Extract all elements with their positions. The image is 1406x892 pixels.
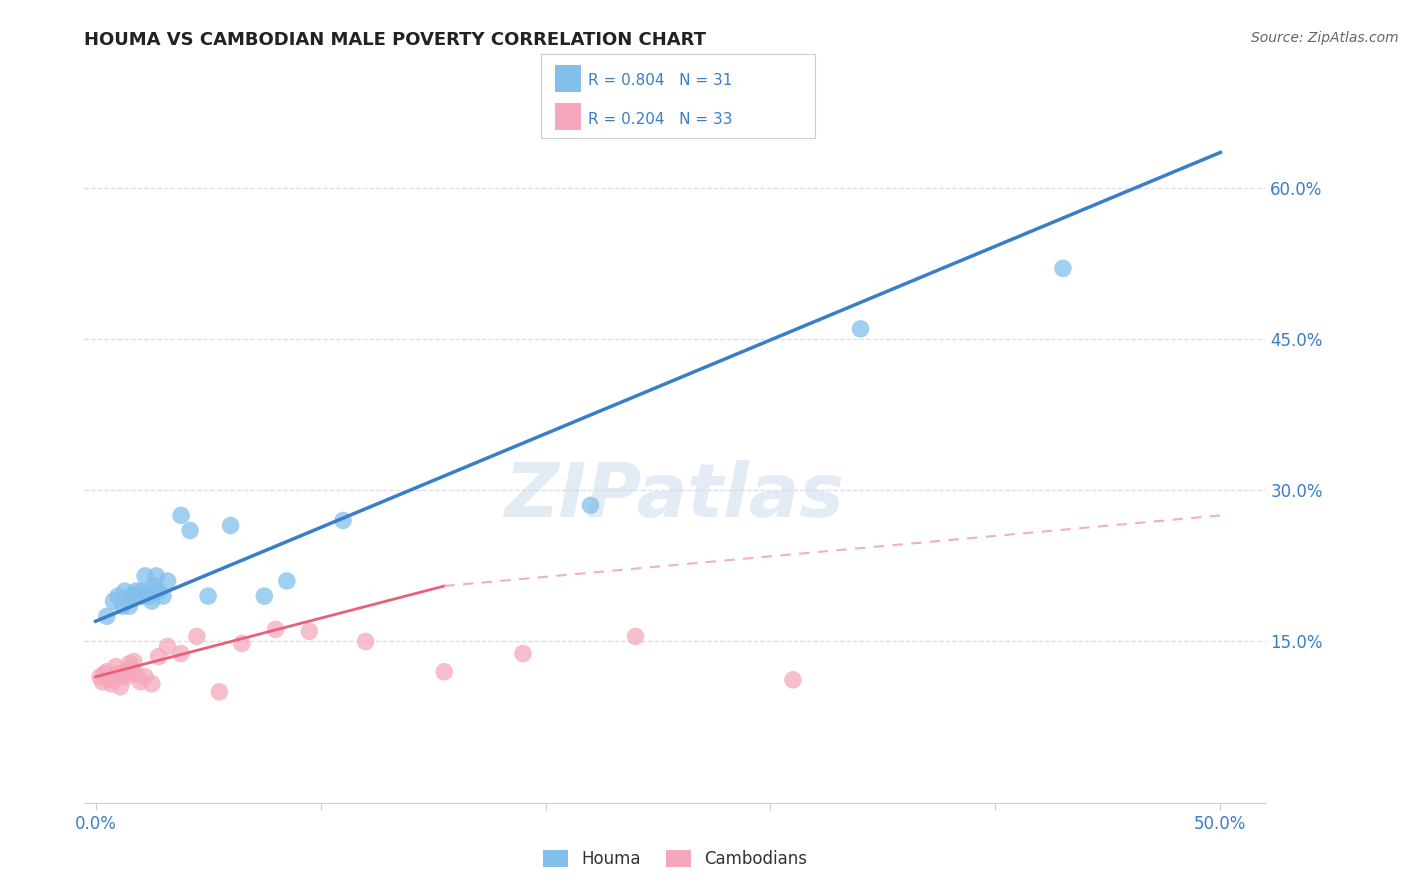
Point (122, 655, 145, 669)
Point (107, 589, 129, 603)
Point (138, 589, 160, 603)
Point (134, 569, 156, 583)
Point (111, 670, 134, 684)
Point (103, 594, 125, 608)
Point (148, 584, 170, 599)
Point (354, 634, 377, 648)
Point (121, 589, 143, 603)
Legend: Houma, Cambodians: Houma, Cambodians (536, 843, 814, 874)
Point (148, 649, 170, 664)
Point (125, 666, 148, 681)
Point (118, 657, 141, 671)
Point (134, 670, 156, 684)
Point (118, 599, 141, 614)
Point (122, 589, 145, 603)
Point (129, 674, 152, 689)
Point (115, 670, 138, 684)
Point (96, 609, 118, 624)
Point (298, 624, 321, 639)
Point (219, 518, 242, 533)
Point (136, 584, 159, 599)
Point (433, 665, 456, 679)
Point (264, 623, 287, 637)
Point (114, 584, 136, 599)
Point (145, 569, 167, 583)
Point (197, 589, 219, 603)
Point (170, 647, 193, 661)
Text: R = 0.204   N = 33: R = 0.204 N = 33 (588, 112, 733, 127)
Point (103, 670, 125, 684)
Text: ZIPatlas: ZIPatlas (505, 460, 845, 533)
Point (579, 499, 602, 513)
Point (96, 665, 118, 679)
Point (156, 640, 179, 654)
Point (132, 589, 155, 603)
Text: Source: ZipAtlas.com: Source: ZipAtlas.com (1251, 31, 1399, 45)
Text: HOUMA VS CAMBODIAN MALE POVERTY CORRELATION CHART: HOUMA VS CAMBODIAN MALE POVERTY CORRELAT… (84, 31, 706, 49)
Point (110, 680, 132, 694)
Point (143, 579, 166, 593)
Point (1052, 261, 1074, 276)
Point (93, 666, 115, 681)
Point (111, 599, 134, 614)
Point (179, 524, 201, 538)
Point (125, 584, 148, 599)
Point (141, 594, 163, 608)
Point (114, 665, 136, 679)
Point (91, 674, 114, 689)
Point (89, 670, 111, 684)
Point (100, 677, 122, 691)
Point (624, 629, 647, 643)
Point (127, 589, 149, 603)
Point (332, 513, 354, 527)
Point (98, 673, 121, 687)
Point (849, 322, 872, 336)
Point (121, 663, 143, 677)
Point (129, 584, 152, 599)
Point (782, 673, 804, 687)
Point (231, 636, 253, 650)
Point (141, 677, 163, 691)
Point (253, 589, 276, 603)
Point (276, 574, 298, 588)
Point (104, 659, 127, 673)
Text: R = 0.804   N = 31: R = 0.804 N = 31 (588, 73, 733, 88)
Point (107, 666, 129, 681)
Point (170, 508, 193, 523)
Point (512, 647, 534, 661)
Point (208, 685, 231, 699)
Point (152, 589, 174, 603)
Point (186, 629, 208, 643)
Point (156, 574, 179, 588)
